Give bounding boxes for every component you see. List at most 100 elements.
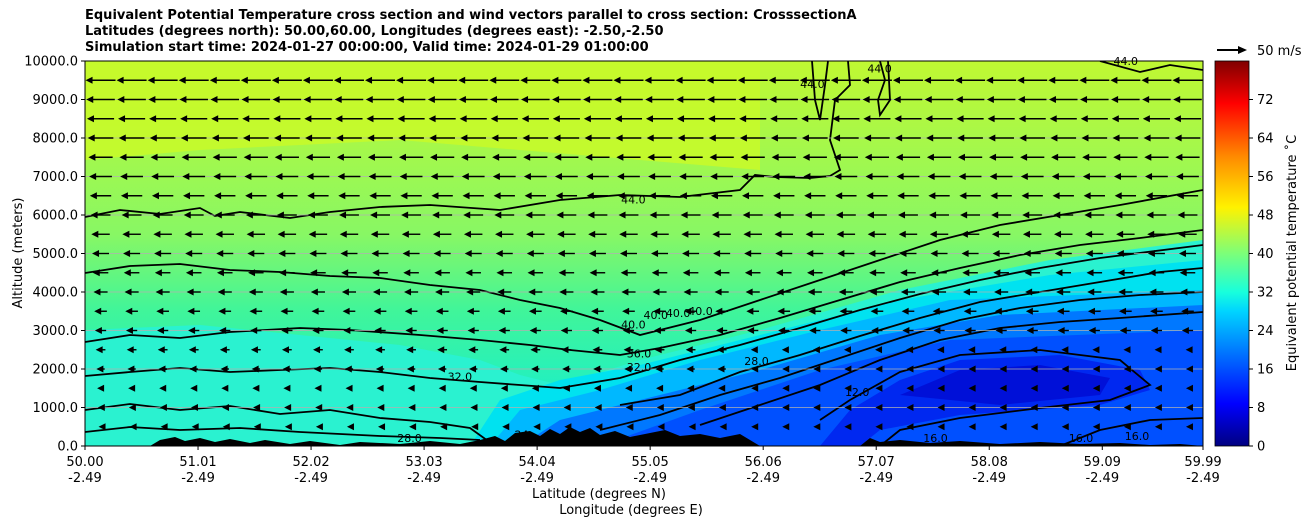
wind-vector — [1180, 288, 1195, 296]
wind-vector — [1174, 134, 1201, 142]
wind-vector — [657, 423, 665, 431]
wind-vector — [875, 423, 883, 431]
wind-vector — [563, 404, 571, 411]
wind-vector — [489, 96, 519, 103]
wind-vector — [248, 288, 263, 296]
wind-vector — [684, 307, 697, 315]
wind-vector — [152, 211, 173, 219]
wind-vector — [897, 192, 919, 200]
wind-vector — [931, 288, 947, 296]
wind-vector — [552, 96, 581, 103]
wind-vector — [431, 192, 453, 200]
wind-vector — [1023, 250, 1041, 257]
wind-vector — [157, 327, 169, 334]
wind-vector — [799, 76, 830, 84]
wind-vector — [687, 384, 695, 392]
wind-vector — [901, 307, 915, 315]
wind-vector — [617, 173, 640, 180]
wind-vector — [710, 173, 734, 180]
colorbar-tick-label: 48 — [1257, 209, 1274, 224]
wind-vector — [305, 134, 331, 142]
wind-vector — [681, 230, 700, 238]
wind-vector — [1030, 365, 1038, 373]
wind-vector — [832, 115, 860, 123]
wind-vector — [460, 134, 487, 142]
wind-vector — [522, 134, 549, 142]
contour-44b — [811, 61, 829, 121]
wind-vector — [213, 173, 237, 180]
wind-vectors — [85, 76, 1203, 431]
wind-vector — [124, 288, 139, 296]
wind-vector — [933, 327, 945, 334]
wind-vector — [937, 384, 945, 392]
wind-vector — [313, 365, 323, 373]
wind-vector — [432, 230, 452, 238]
wind-vector — [808, 307, 822, 315]
wind-vector — [739, 115, 767, 123]
wind-vector — [747, 327, 759, 334]
y-tick-label: 6000.0 — [33, 209, 79, 224]
wind-vector — [679, 192, 702, 200]
wind-vector — [190, 404, 198, 411]
wind-vector — [303, 96, 333, 103]
wind-vector — [746, 307, 760, 315]
wind-vector — [434, 269, 450, 277]
wind-vector — [582, 76, 613, 84]
wind-vector — [93, 288, 108, 296]
wind-vector — [680, 211, 701, 219]
wind-vector — [929, 211, 949, 219]
wind-vector — [1147, 230, 1166, 238]
wind-vector — [489, 76, 520, 84]
wind-vector — [590, 288, 605, 296]
wind-vector — [1055, 269, 1072, 277]
wind-vector — [86, 96, 115, 103]
wind-vector — [336, 153, 362, 161]
wind-vector — [376, 384, 384, 392]
wind-vector — [182, 173, 206, 180]
wind-vector — [962, 269, 978, 277]
wind-vector — [898, 230, 918, 238]
wind-vector — [120, 173, 143, 180]
wind-vector — [1113, 153, 1138, 161]
wind-vector — [97, 384, 105, 392]
wind-vector — [407, 384, 415, 392]
wind-vector — [495, 230, 514, 238]
wind-vector — [677, 134, 704, 142]
wind-vector — [271, 76, 302, 84]
wind-vector — [276, 211, 297, 219]
wind-vector — [435, 288, 450, 296]
wind-vector — [465, 269, 481, 277]
wind-vector — [528, 307, 542, 315]
wind-vector — [719, 423, 727, 431]
wind-vector — [1112, 134, 1139, 142]
wind-vector — [678, 153, 703, 161]
wind-vector — [1054, 230, 1073, 238]
contour-label: 44.0 — [800, 78, 825, 91]
wind-vector — [1142, 96, 1171, 103]
wind-vector — [211, 134, 238, 142]
wind-vector — [466, 288, 481, 296]
wind-vector — [1084, 211, 1105, 219]
wind-vector — [338, 192, 360, 200]
wind-vector — [215, 230, 234, 238]
wind-vector — [211, 115, 239, 123]
wind-vector — [191, 423, 199, 431]
wind-vector — [807, 288, 822, 296]
wind-vector — [123, 269, 140, 277]
wind-vector — [614, 96, 643, 103]
wind-vector — [302, 76, 333, 84]
wind-vector — [960, 211, 981, 219]
wind-vector — [773, 211, 794, 219]
wind-vector — [1110, 76, 1141, 84]
wind-vector — [281, 346, 292, 354]
wind-vector — [92, 269, 109, 277]
contour-label: 16.0 — [923, 432, 948, 445]
wind-vector — [555, 192, 578, 200]
wind-vector — [776, 288, 791, 296]
wind-vector — [1086, 269, 1103, 277]
wind-vector — [1119, 327, 1131, 334]
wind-vector — [1148, 269, 1165, 277]
y-tick-label: 3000.0 — [33, 324, 79, 339]
wind-vector — [396, 76, 427, 84]
wind-vector — [433, 250, 451, 257]
